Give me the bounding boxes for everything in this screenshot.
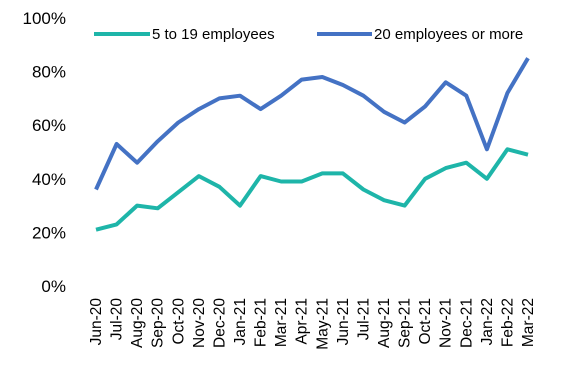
- x-tick-label: Mar-21: [273, 298, 290, 347]
- x-tick-label: Jun-21: [335, 298, 352, 345]
- x-tick-label: Aug-20: [129, 298, 146, 348]
- x-tick-label: Sep-21: [397, 298, 414, 348]
- x-tick-label: Oct-21: [417, 298, 434, 345]
- chart-legend: 5 to 19 employees 20 employees or more: [94, 26, 523, 43]
- x-tick-label: Feb-21: [253, 298, 270, 347]
- x-tick-label: Jun-20: [88, 298, 105, 346]
- legend-label-2: 20 employees or more: [374, 26, 523, 43]
- x-tick-label: Apr-21: [294, 298, 311, 345]
- y-tick-label: 60%: [32, 116, 66, 135]
- x-tick-label: Jan-22: [479, 298, 496, 345]
- x-tick-label: Dec-21: [458, 298, 475, 348]
- y-tick-label: 100%: [23, 9, 66, 28]
- x-tick-label: Aug-21: [376, 298, 393, 348]
- series-line-2: [94, 57, 530, 191]
- x-tick-label: Mar-22: [520, 298, 537, 347]
- x-tick-label: Sep-20: [150, 298, 167, 348]
- y-tick-label: 0%: [41, 277, 66, 296]
- x-tick-label: May-21: [314, 298, 331, 350]
- x-tick-label: Dec-20: [211, 298, 228, 348]
- x-tick-label: Nov-21: [438, 298, 455, 348]
- legend-label-1: 5 to 19 employees: [152, 26, 275, 43]
- x-tick-label: Oct-20: [170, 298, 187, 345]
- x-tick-label: Jan-21: [232, 298, 249, 345]
- y-tick-label: 20%: [32, 223, 66, 242]
- x-tick-label: Feb-22: [499, 298, 516, 347]
- y-tick-label: 40%: [32, 170, 66, 189]
- x-tick-label: Nov-20: [191, 298, 208, 348]
- x-tick-label: Jul-20: [109, 298, 126, 341]
- y-tick-label: 80%: [32, 63, 66, 82]
- series-layer: [94, 57, 530, 232]
- series-line-1: [95, 147, 529, 232]
- x-axis: Jun-20 Jul-20 Aug-20 Sep-20 Oct-20 Nov-20 Dec-…: [88, 298, 537, 350]
- x-tick-label: Jul-21: [355, 298, 372, 340]
- y-axis: 0% 20% 40% 60% 80% 100%: [23, 9, 66, 296]
